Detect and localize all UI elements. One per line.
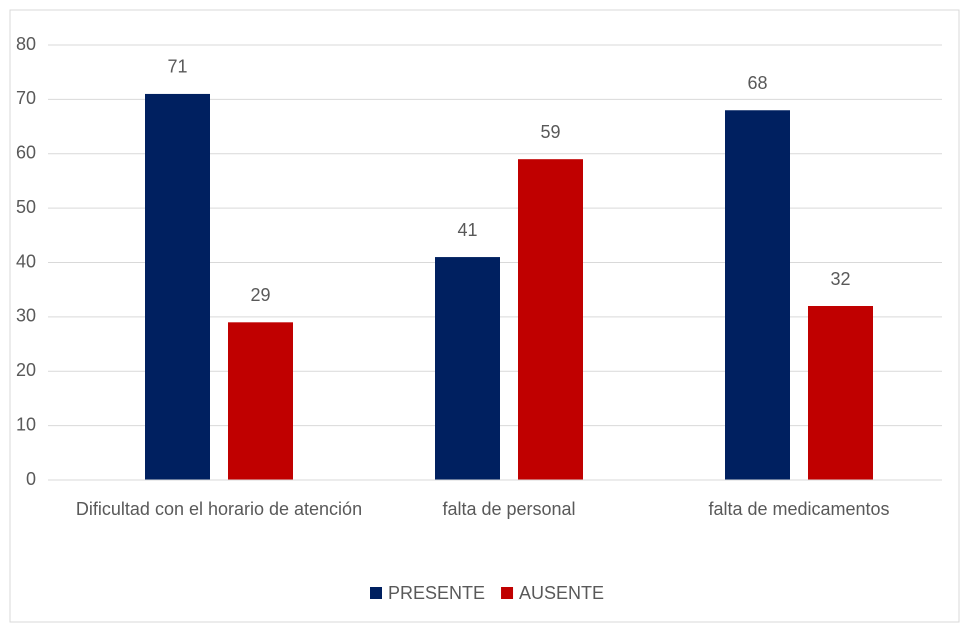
y-tick-label: 10 [16, 414, 36, 434]
bar [145, 93, 210, 480]
bar [228, 322, 293, 480]
y-tick-label: 60 [16, 143, 36, 163]
data-label: 71 [167, 57, 187, 77]
data-label: 41 [457, 220, 477, 240]
bar [725, 110, 790, 480]
y-tick-label: 40 [16, 251, 36, 271]
legend-swatch [501, 587, 514, 599]
x-tick-label: Dificultad con el horario de atención [75, 499, 363, 519]
x-tick-label: falta de medicamentos [708, 499, 890, 519]
y-tick-label: 20 [16, 360, 36, 380]
data-label: 32 [830, 269, 850, 289]
y-tick-label: 70 [16, 88, 36, 108]
data-label: 68 [747, 73, 767, 93]
x-tick-label-box: falta de personal [442, 499, 576, 519]
x-tick-label-box: falta de medicamentos [708, 499, 890, 519]
bar [808, 306, 873, 480]
y-tick-label: 50 [16, 197, 36, 217]
bar [518, 159, 583, 480]
y-tick-label: 30 [16, 306, 36, 326]
x-tick-label: falta de personal [442, 499, 576, 519]
legend-label: PRESENTE [388, 583, 485, 603]
bar [435, 257, 500, 480]
data-label: 29 [250, 285, 270, 305]
y-tick-label: 0 [26, 469, 36, 489]
x-tick-label-box: Dificultad con el horario de atención [75, 499, 363, 519]
legend-swatch [370, 587, 382, 599]
legend-label: AUSENTE [519, 583, 604, 603]
data-label: 59 [540, 122, 560, 142]
y-tick-label: 80 [16, 34, 36, 54]
